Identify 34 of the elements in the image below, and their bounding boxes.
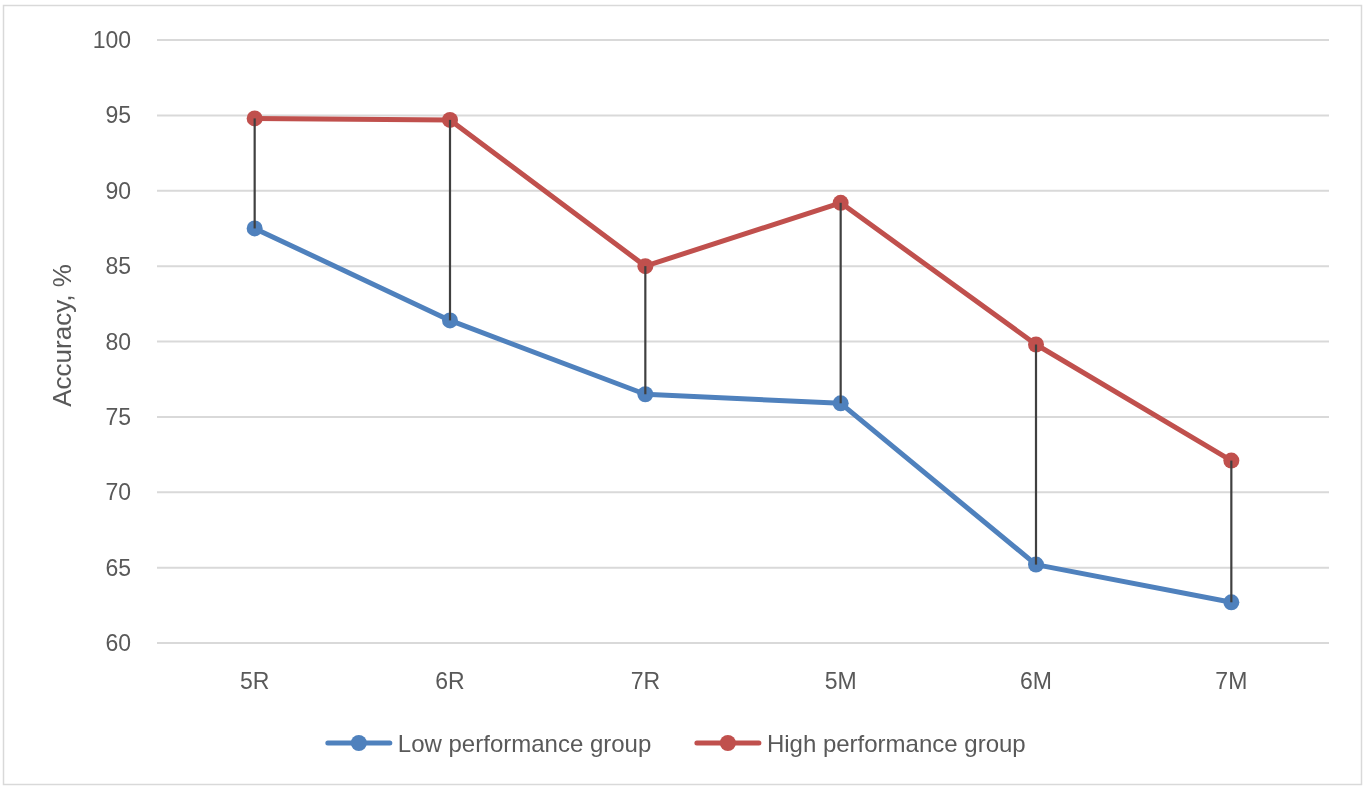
y-tick-label: 80: [105, 328, 131, 355]
legend-label: Low performance group: [397, 729, 652, 757]
point: [1028, 336, 1044, 353]
y-tick-label: 75: [105, 403, 131, 430]
point: [637, 386, 654, 403]
x-tick-label: 7M: [1215, 668, 1248, 694]
x-tick-label: 7R: [630, 668, 661, 694]
point: [637, 258, 654, 275]
point: [442, 312, 458, 329]
point: [1223, 594, 1240, 611]
point: [246, 110, 263, 127]
bar: [448, 119, 452, 321]
bar: [1034, 344, 1038, 565]
x-tick-label: 5M: [824, 668, 857, 694]
legend-label: High performance group: [766, 729, 1026, 757]
bar: [1230, 460, 1233, 603]
x-tick-label: 6M: [1020, 668, 1052, 694]
y-axis-title: Accuracy, %: [47, 264, 77, 407]
y-tick-label: 60: [105, 630, 131, 656]
point: [832, 395, 849, 412]
y-tick-label: 85: [105, 253, 131, 280]
y-tick-label: 100: [92, 27, 131, 53]
point: [832, 194, 849, 211]
y-tick-label: 95: [105, 102, 131, 129]
x-tick-label: 5R: [239, 668, 270, 694]
bar: [644, 266, 647, 395]
bar: [253, 118, 256, 229]
bar: [839, 202, 842, 404]
y-tick-label: 90: [105, 177, 131, 204]
point: [442, 111, 458, 128]
y-tick-label: 65: [105, 554, 131, 581]
x-tick-label: 6R: [435, 668, 465, 694]
y-tick-label: 70: [105, 479, 131, 506]
point: [1028, 556, 1044, 573]
